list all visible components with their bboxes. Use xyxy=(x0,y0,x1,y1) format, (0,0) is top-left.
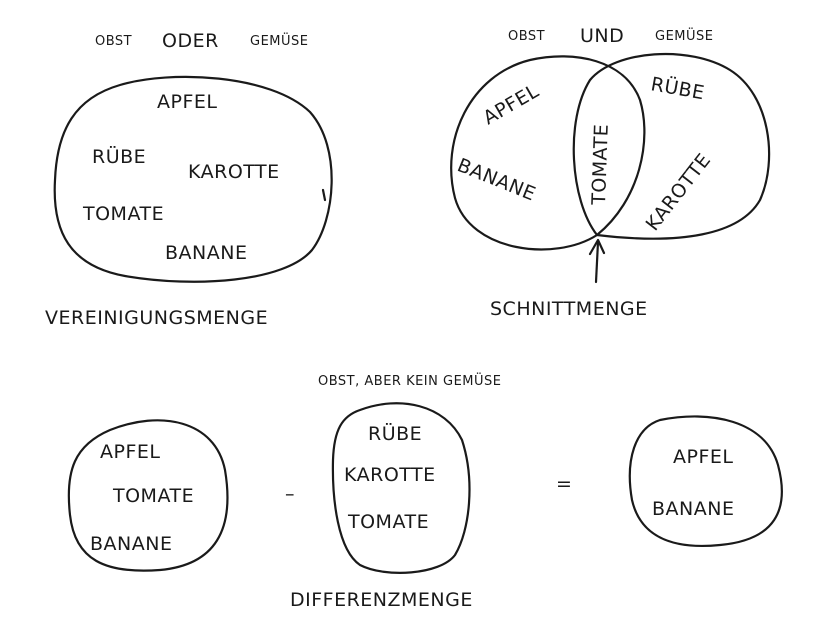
intersection-caption-gemuese: GEMÜSE xyxy=(655,27,714,44)
union-caption-oder: ODER xyxy=(162,30,219,52)
difference-set-b-outline xyxy=(331,402,471,574)
union-set-outline xyxy=(53,75,333,283)
union-item-banane: BANANE xyxy=(165,242,247,264)
intersection-item-ruebe: RÜBE xyxy=(649,72,706,104)
difference-equals-operator: = xyxy=(556,473,572,495)
intersection-caption-obst: OBST xyxy=(508,29,545,44)
intersection-item-apfel: APFEL xyxy=(480,80,543,129)
difference-result-item-banane: BANANE xyxy=(652,498,734,520)
union-caption-gemuese: GEMÜSE xyxy=(250,32,309,49)
union-item-tomate: TOMATE xyxy=(82,203,164,225)
difference-b-item-karotte: KAROTTE xyxy=(344,464,436,486)
intersection-arrow-up-icon xyxy=(588,238,606,284)
difference-label: DIFFERENZMENGE xyxy=(290,589,473,611)
difference-b-item-ruebe: RÜBE xyxy=(368,422,422,445)
difference-a-item-tomate: TOMATE xyxy=(112,485,194,507)
difference-minus-operator: – xyxy=(285,483,295,505)
intersection-label: SCHNITTMENGE xyxy=(490,298,648,320)
union-label: VEREINIGUNGSMENGE xyxy=(45,307,268,329)
difference-result-outline xyxy=(628,415,783,547)
intersection-right-set-outline xyxy=(572,52,771,240)
intersection-item-tomate: TOMATE xyxy=(588,123,613,206)
difference-b-item-tomate: TOMATE xyxy=(347,511,429,533)
difference-result-item-apfel: APFEL xyxy=(673,446,733,468)
intersection-left-set-outline xyxy=(450,55,646,251)
union-panel: OBST ODER GEMÜSE APFEL RÜBE KAROTTE TOMA… xyxy=(45,30,333,329)
union-item-ruebe: RÜBE xyxy=(92,145,146,168)
intersection-panel: OBST UND GEMÜSE APFEL BANANE TOMATE RÜBE… xyxy=(450,25,771,320)
intersection-item-karotte: KAROTTE xyxy=(642,149,716,235)
difference-a-item-banane: BANANE xyxy=(90,533,172,555)
difference-panel: OBST, ABER KEIN GEMÜSE APFEL TOMATE BANA… xyxy=(67,372,783,611)
intersection-item-banane: BANANE xyxy=(454,154,539,205)
union-outline-tick xyxy=(321,188,327,202)
union-caption-obst: OBST xyxy=(95,34,132,49)
difference-set-a-outline xyxy=(67,419,229,572)
union-item-apfel: APFEL xyxy=(157,91,217,113)
union-item-karotte: KAROTTE xyxy=(188,161,280,183)
difference-caption: OBST, ABER KEIN GEMÜSE xyxy=(318,372,502,389)
intersection-caption-und: UND xyxy=(580,25,624,47)
difference-a-item-apfel: APFEL xyxy=(100,441,160,463)
